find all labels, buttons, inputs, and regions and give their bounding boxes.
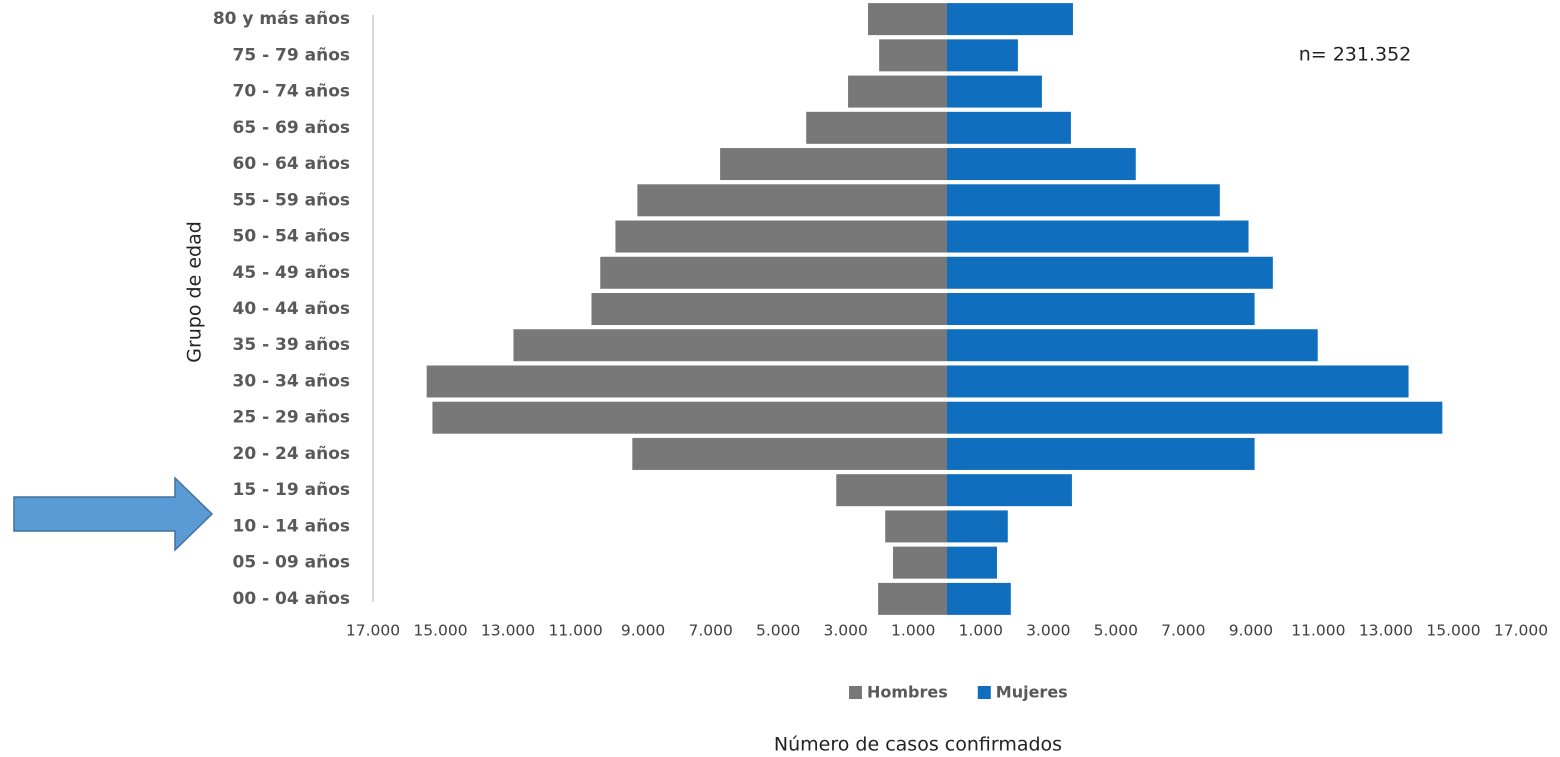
y-tick-label: 35 - 39 años: [233, 335, 351, 355]
bar: [432, 401, 947, 434]
y-tick-label: 40 - 44 años: [233, 299, 351, 319]
bar: [947, 184, 1220, 217]
bar: [947, 510, 1008, 543]
x-tick-label: 11.000: [548, 622, 602, 640]
y-tick-label: 65 - 69 años: [233, 118, 351, 138]
bar: [878, 582, 947, 615]
legend-swatch: [977, 686, 991, 699]
bar: [947, 474, 1072, 507]
y-axis-label: Grupo de edad: [184, 221, 206, 363]
bar: [426, 365, 947, 398]
bar: [947, 582, 1011, 615]
x-tick-label: 5.000: [756, 622, 800, 640]
bar: [806, 111, 947, 144]
x-tick-label: 3.000: [824, 622, 868, 640]
bar: [892, 546, 947, 579]
y-tick-label: 50 - 54 años: [233, 227, 351, 247]
x-tick-label: 7.000: [1161, 622, 1205, 640]
bar: [632, 437, 947, 470]
bar: [947, 75, 1042, 108]
y-tick-label: 75 - 79 años: [233, 45, 351, 65]
bar: [947, 437, 1255, 470]
bar: [947, 39, 1018, 72]
bar: [947, 365, 1409, 398]
y-tick-label: 05 - 09 años: [233, 553, 351, 573]
bar: [513, 329, 947, 362]
bar: [885, 510, 947, 543]
x-tick-label: 1.000: [891, 622, 935, 640]
y-tick-label: 20 - 24 años: [233, 444, 351, 464]
y-tick-label: 70 - 74 años: [233, 82, 351, 102]
bar: [947, 256, 1273, 289]
x-tick-label: 7.000: [688, 622, 732, 640]
x-tick-label: 1.000: [959, 622, 1003, 640]
y-tick-label: 30 - 34 años: [233, 371, 351, 391]
x-tick-label: 13.000: [1359, 622, 1413, 640]
bar: [947, 401, 1443, 434]
x-tick-label: 11.000: [1291, 622, 1345, 640]
bar: [947, 546, 997, 579]
bar: [947, 3, 1073, 36]
bar: [947, 220, 1249, 253]
bar: [637, 184, 947, 217]
x-tick-label: 13.000: [481, 622, 535, 640]
x-tick-label: 9.000: [621, 622, 665, 640]
x-tick-label: 9.000: [1229, 622, 1273, 640]
bar: [720, 148, 947, 181]
x-tick-label: 17.000: [1494, 622, 1548, 640]
x-tick-label: 15.000: [1426, 622, 1480, 640]
y-tick-label: 15 - 19 años: [233, 480, 351, 500]
bar: [879, 39, 947, 72]
bar: [591, 293, 947, 325]
x-tick-label: 3.000: [1026, 622, 1070, 640]
legend-label: Hombres: [867, 683, 948, 702]
bar: [867, 3, 947, 36]
legend-label: Mujeres: [996, 683, 1068, 702]
bar: [836, 474, 947, 507]
y-tick-label: 00 - 04 años: [233, 589, 351, 609]
y-tick-label: 25 - 29 años: [233, 408, 351, 428]
legend-swatch: [849, 686, 862, 699]
bar: [615, 220, 947, 253]
y-tick-label: 80 y más años: [213, 9, 350, 29]
y-tick-label: 60 - 64 años: [233, 154, 351, 174]
x-tick-label: 15.000: [413, 622, 467, 640]
bar: [947, 329, 1318, 362]
y-tick-label: 45 - 49 años: [233, 263, 351, 283]
bar: [947, 293, 1255, 325]
y-tick-label: 10 - 14 años: [233, 516, 351, 536]
annotation: n= 231.352: [1299, 44, 1412, 66]
arrow: [13, 476, 214, 552]
x-axis-label: Número de casos confirmados: [774, 734, 1062, 756]
bar: [600, 256, 947, 289]
y-tick-label: 55 - 59 años: [233, 190, 351, 210]
x-tick-label: 17.000: [346, 622, 400, 640]
x-tick-label: 5.000: [1094, 622, 1138, 640]
bar: [848, 75, 947, 108]
bar: [947, 111, 1071, 144]
bar: [947, 148, 1136, 181]
